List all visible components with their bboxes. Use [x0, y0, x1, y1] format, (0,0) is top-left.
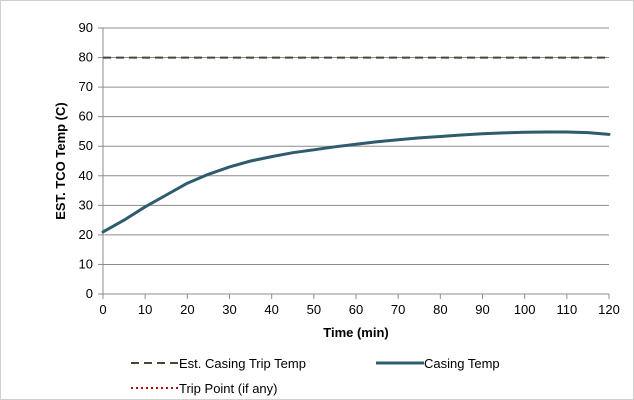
y-tick-label: 60 [79, 109, 93, 124]
legend-layer: Est. Casing Trip Temp Casing Temp Trip Poi… [131, 356, 500, 396]
y-tick-label: 40 [79, 168, 93, 183]
series-layer [101, 56, 611, 234]
x-tick-label: 50 [307, 302, 321, 317]
series-line-1 [101, 130, 611, 234]
x-tick-label: 40 [264, 302, 278, 317]
y-tick-label: 50 [79, 138, 93, 153]
x-tick-label: 120 [598, 302, 620, 317]
legend-label-0: Est. Casing Trip Temp [179, 356, 306, 371]
x-tick-label: 100 [514, 302, 536, 317]
x-tick-label: 90 [475, 302, 489, 317]
x-tick-label: 20 [180, 302, 194, 317]
y-tick-label: 10 [79, 256, 93, 271]
x-tick-label: 60 [349, 302, 363, 317]
x-tick-label: 70 [391, 302, 405, 317]
y-tick-label: 70 [79, 79, 93, 94]
axis-layer [98, 27, 610, 299]
y-tick-label: 30 [79, 197, 93, 212]
y-tick-label: 80 [79, 50, 93, 65]
legend-label-2: Trip Point (if any) [179, 381, 278, 396]
y-tick-label: 90 [79, 20, 93, 35]
legend-label-1: Casing Temp [424, 356, 500, 371]
y-tick-label: 20 [79, 227, 93, 242]
x-tick-label: 30 [222, 302, 236, 317]
label-layer: 0 10 20 30 40 50 60 70 80 90 0 10 20 30 40 50 60 70 80 90 10… [53, 20, 620, 340]
x-tick-label: 110 [556, 302, 577, 317]
x-tick-label: 10 [138, 302, 152, 317]
y-tick-label: 0 [86, 286, 93, 301]
y-axis-title: EST. TCO Temp (C) [53, 102, 68, 219]
x-axis-title: Time (min) [323, 325, 389, 340]
x-tick-label: 0 [99, 302, 106, 317]
grid-layer [103, 27, 609, 265]
x-tick-label: 80 [433, 302, 447, 317]
